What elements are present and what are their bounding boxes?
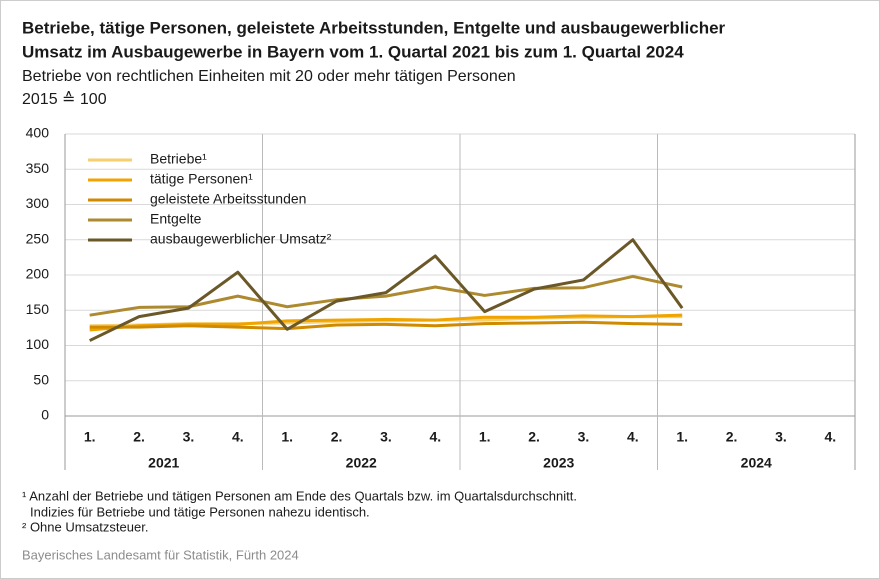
x-tick-label: 4. xyxy=(232,429,244,445)
group-label: 2021 xyxy=(148,455,179,471)
footnote: Indizies für Betriebe und tätige Persone… xyxy=(30,504,370,519)
x-tick-label: 2. xyxy=(726,429,738,445)
x-tick-label: 4. xyxy=(627,429,639,445)
y-tick-label: 100 xyxy=(26,336,50,352)
group-label: 2023 xyxy=(543,455,574,471)
y-tick-label: 150 xyxy=(26,301,50,317)
y-tick-label: 0 xyxy=(41,407,49,423)
x-tick-label: 1. xyxy=(479,429,491,445)
legend-label: Betriebe¹ xyxy=(150,151,207,167)
legend-label: Entgelte xyxy=(150,211,202,227)
legend-label: geleistete Arbeitsstunden xyxy=(150,191,306,207)
y-tick-label: 200 xyxy=(26,266,50,282)
series-line xyxy=(89,238,684,342)
x-tick-label: 4. xyxy=(429,429,441,445)
x-tick-label: 4. xyxy=(824,429,836,445)
subtitle: 2015 ≙ 100 xyxy=(22,91,107,108)
y-tick-label: 400 xyxy=(26,125,50,141)
y-tick-label: 300 xyxy=(26,195,50,211)
legend-label: tätige Personen¹ xyxy=(150,171,253,187)
x-tick-label: 3. xyxy=(775,429,787,445)
chart-title: Betriebe, tätige Personen, geleistete Ar… xyxy=(22,18,726,37)
x-tick-label: 1. xyxy=(676,429,688,445)
legend-label: ausbaugewerblicher Umsatz² xyxy=(150,231,332,247)
x-tick-label: 3. xyxy=(183,429,195,445)
subtitle: Betriebe von rechtlichen Einheiten mit 2… xyxy=(22,68,516,85)
source: Bayerisches Landesamt für Statistik, Für… xyxy=(22,547,299,562)
x-tick-label: 1. xyxy=(281,429,293,445)
footnote: ² Ohne Umsatzsteuer. xyxy=(22,519,148,534)
y-tick-label: 250 xyxy=(26,230,50,246)
group-label: 2024 xyxy=(741,455,772,471)
series-line xyxy=(89,320,683,331)
x-tick-label: 3. xyxy=(578,429,590,445)
group-label: 2022 xyxy=(346,455,377,471)
y-tick-label: 50 xyxy=(33,371,49,387)
x-tick-label: 2. xyxy=(133,429,145,445)
x-tick-label: 1. xyxy=(84,429,96,445)
y-tick-label: 350 xyxy=(26,160,50,176)
x-tick-label: 2. xyxy=(528,429,540,445)
x-tick-label: 2. xyxy=(331,429,343,445)
footnote: ¹ Anzahl der Betriebe und tätigen Person… xyxy=(22,488,577,503)
chart-title: Umsatz im Ausbaugewerbe in Bayern vom 1.… xyxy=(22,42,684,61)
x-tick-label: 3. xyxy=(380,429,392,445)
